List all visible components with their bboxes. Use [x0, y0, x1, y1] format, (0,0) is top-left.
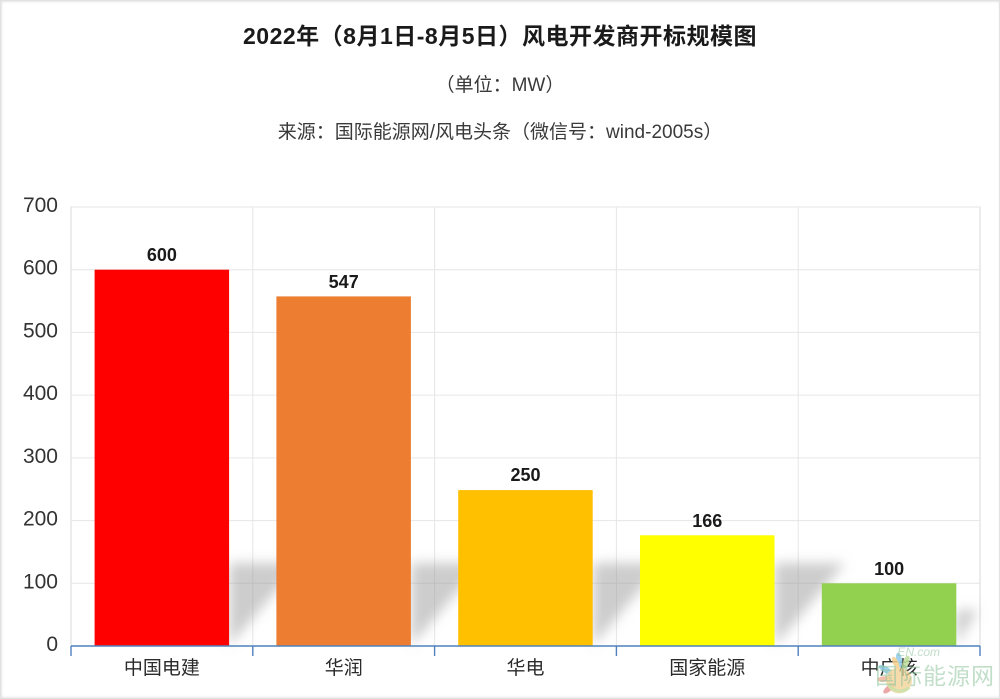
svg-text:547: 547: [329, 272, 359, 292]
svg-text:国家能源: 国家能源: [669, 657, 745, 679]
svg-text:中国电建: 中国电建: [124, 657, 200, 679]
svg-text:700: 700: [23, 194, 58, 217]
svg-text:0: 0: [46, 633, 58, 656]
svg-text:国际能源网: 国际能源网: [875, 663, 995, 689]
svg-text:100: 100: [874, 559, 904, 579]
svg-text:华电: 华电: [506, 657, 544, 679]
svg-text:250: 250: [510, 465, 540, 485]
svg-text:100: 100: [23, 570, 58, 593]
svg-text:600: 600: [23, 257, 58, 280]
svg-text:200: 200: [23, 508, 58, 531]
svg-text:EN.com: EN.com: [897, 645, 940, 659]
svg-text:华润: 华润: [325, 657, 363, 679]
svg-text:400: 400: [23, 382, 58, 405]
svg-text:300: 300: [23, 445, 58, 468]
svg-text:600: 600: [147, 245, 177, 265]
svg-text:166: 166: [692, 511, 722, 531]
svg-text:500: 500: [23, 319, 58, 342]
